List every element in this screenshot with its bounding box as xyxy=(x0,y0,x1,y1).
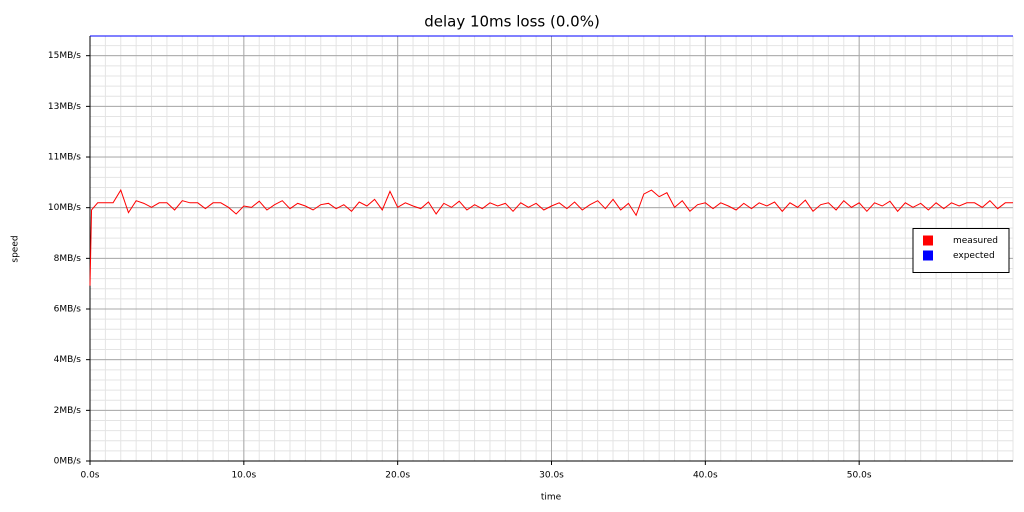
x-axis-label: time xyxy=(541,493,562,503)
y-tick-label: 8MB/s xyxy=(54,254,82,264)
x-tick-label: 0.0s xyxy=(80,471,99,481)
chart-title: delay 10ms loss (0.0%) xyxy=(424,13,600,31)
x-tick-label: 50.0s xyxy=(847,471,872,481)
x-tick-label: 10.0s xyxy=(231,471,256,481)
x-tick-label: 40.0s xyxy=(693,471,718,481)
legend-label: expected xyxy=(953,251,995,261)
y-tick-label: 11MB/s xyxy=(48,153,81,163)
data-line xyxy=(89,188,1013,286)
legend-swatch xyxy=(923,250,933,261)
y-tick-label: 0MB/s xyxy=(54,457,82,467)
legend-label: measured xyxy=(953,236,998,246)
y-tick-label: 13MB/s xyxy=(48,102,81,112)
x-tick-label: 20.0s xyxy=(385,471,410,481)
y-axis-label: speed xyxy=(11,235,21,262)
y-tick-label: 10MB/s xyxy=(48,203,81,213)
x-tick-label: 30.0s xyxy=(539,471,564,481)
y-tick-label: 4MB/s xyxy=(54,355,82,365)
legend-swatch xyxy=(923,235,933,246)
y-tick-label: 6MB/s xyxy=(54,305,82,315)
y-tick-label: 15MB/s xyxy=(48,51,81,61)
y-tick-label: 2MB/s xyxy=(54,406,82,416)
